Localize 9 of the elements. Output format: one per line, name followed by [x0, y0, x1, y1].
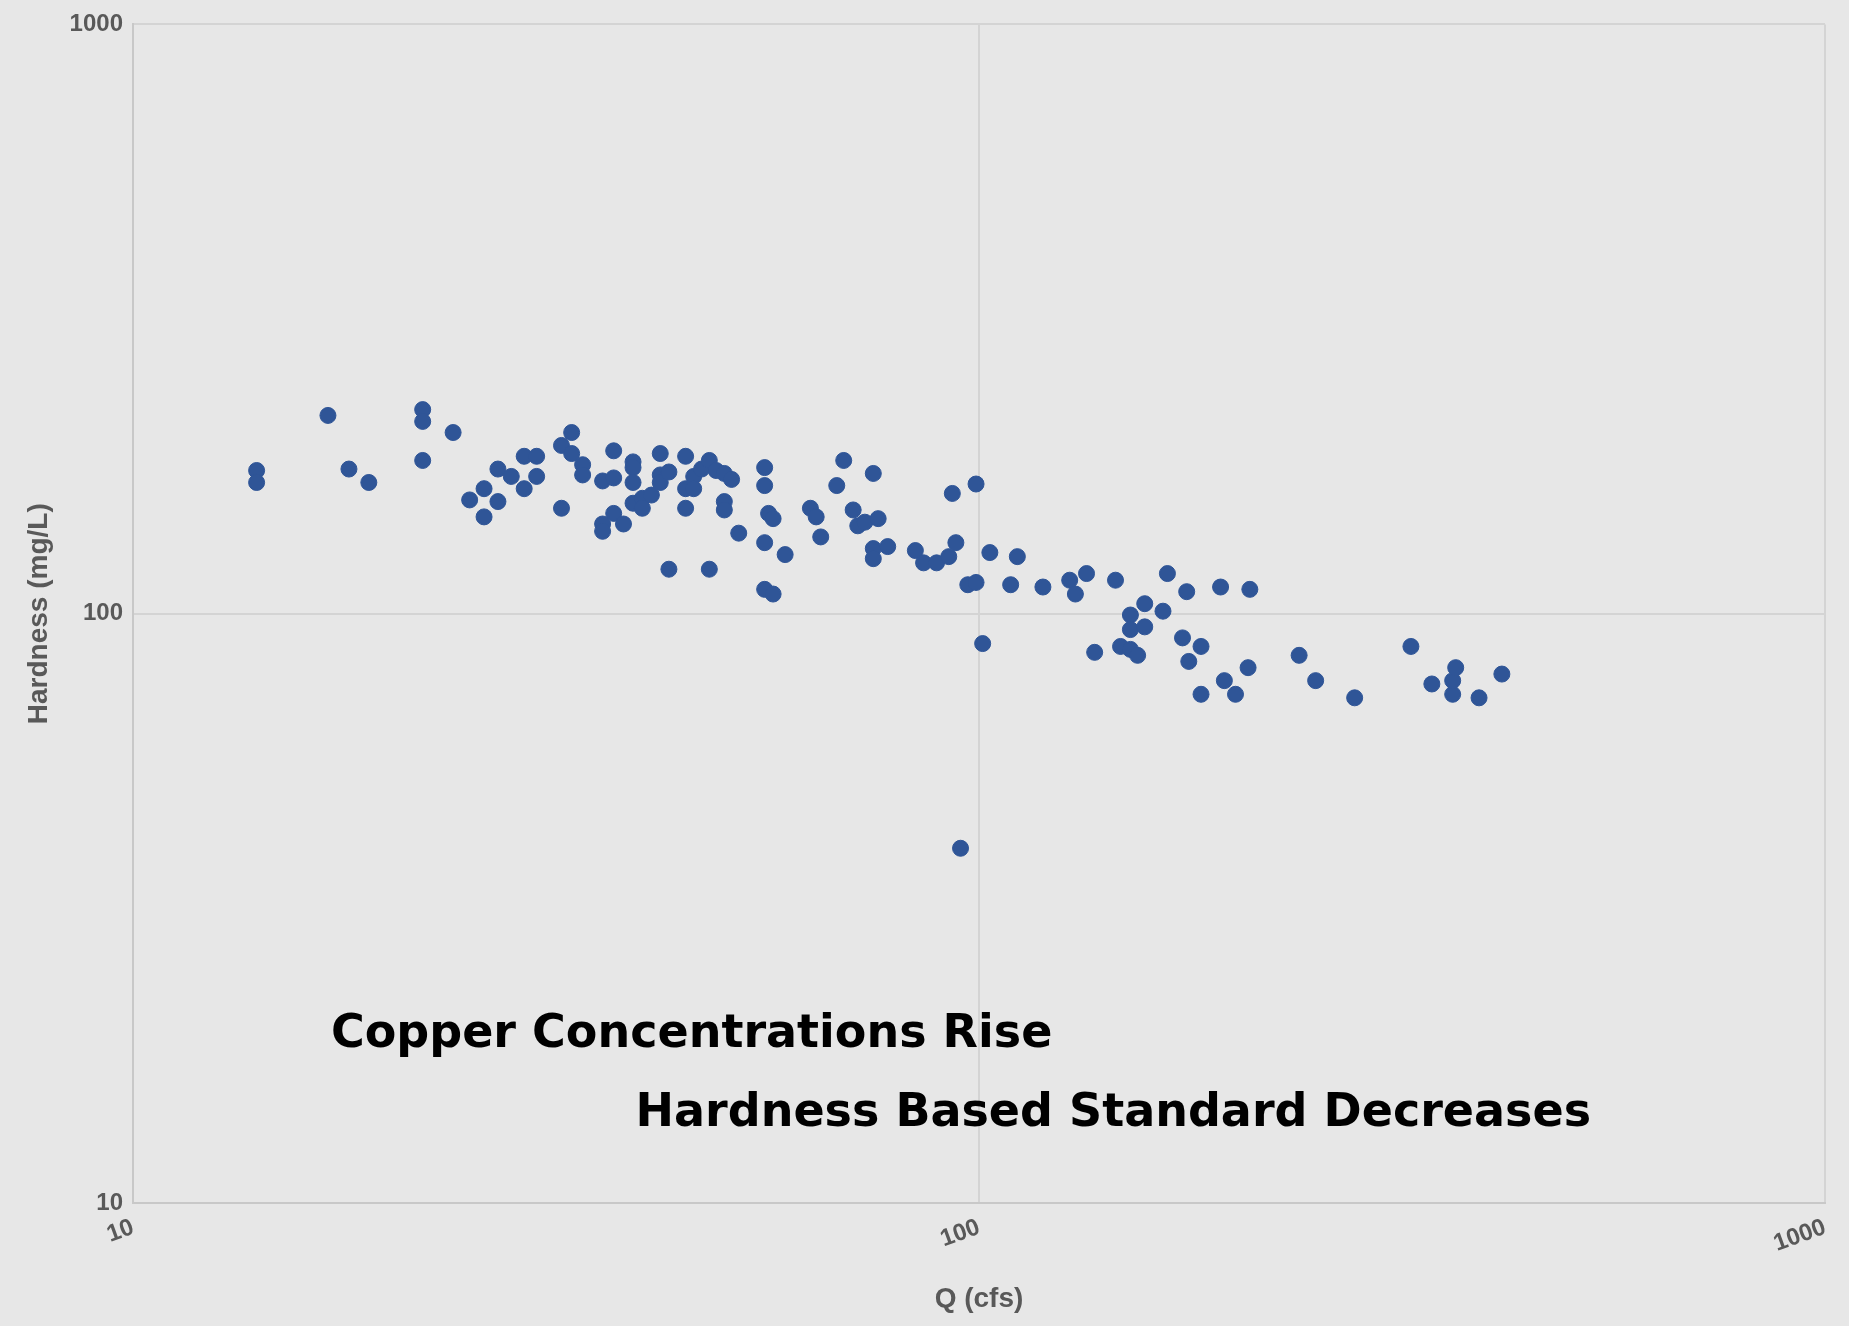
y-tick-label: 1000 [69, 9, 123, 37]
y-tick-label: 100 [82, 598, 123, 626]
y-axis-title: Hardness (mg/L) [21, 503, 53, 725]
x-axis-title: Q (cfs) [934, 1281, 1024, 1313]
annotation: Hardness Based Standard Decreases [635, 1083, 1592, 1138]
x-tick-label: 100 [936, 1212, 983, 1252]
annotation: Copper Concentrations Rise [330, 1004, 1053, 1059]
x-tick-label: 1000 [1769, 1212, 1829, 1256]
y-tick-label: 10 [96, 1187, 123, 1215]
